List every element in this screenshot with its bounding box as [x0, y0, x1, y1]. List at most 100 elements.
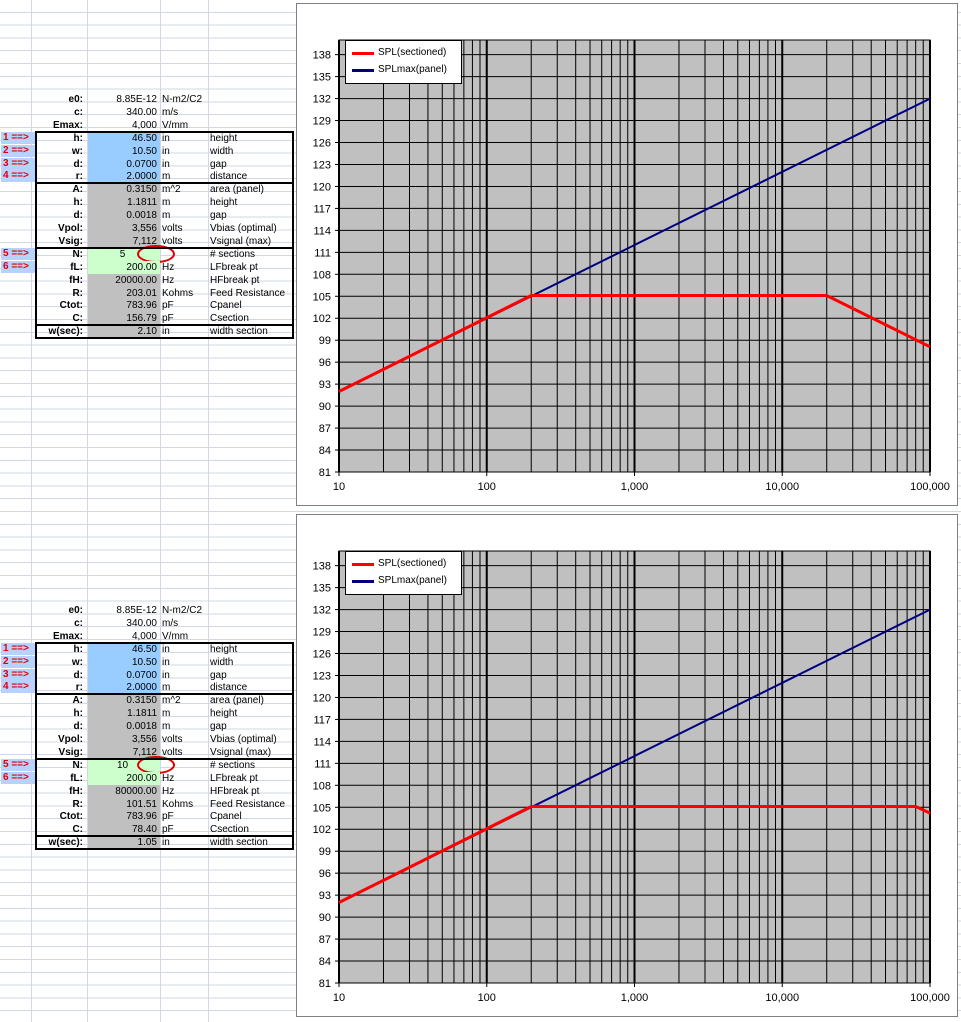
legend-swatch — [352, 580, 374, 583]
param-label: r: — [75, 682, 83, 694]
param-unit: m — [162, 171, 171, 183]
input-step-marker: 5 ==> — [1, 247, 35, 260]
param-input-cell[interactable]: 10 — [88, 758, 160, 772]
param-input-cell[interactable]: 0.0700 — [88, 157, 160, 171]
y-tick-label: 123 — [313, 670, 331, 682]
param-unit: N-m2/C2 — [162, 94, 203, 105]
y-tick-label: 117 — [313, 714, 331, 726]
param-input-cell[interactable]: 2.0000 — [88, 170, 160, 184]
input-step-marker: 1 ==> — [1, 642, 35, 655]
param-unit: m — [162, 721, 171, 733]
param-label: d: — [73, 669, 83, 681]
param-unit: m^2 — [162, 695, 181, 707]
param-value-cell: 0.3150 — [88, 694, 160, 708]
param-value-cell: 80000.00 — [88, 784, 160, 798]
param-label: c: — [74, 106, 83, 118]
param-label: e0: — [68, 94, 83, 105]
param-input-cell[interactable]: 5 — [88, 247, 160, 261]
x-tick-label: 1,000 — [621, 481, 649, 493]
param-unit: Kohms — [162, 287, 194, 299]
param-row: 5 ==> N: 5 # sections — [0, 247, 300, 261]
y-tick-label: 93 — [319, 379, 331, 391]
param-row: c: 340.00 m/s — [0, 106, 300, 119]
param-unit: in — [162, 145, 170, 157]
param-input-cell[interactable]: 200.00 — [88, 260, 160, 274]
param-input-cell[interactable]: 0.0700 — [88, 668, 160, 682]
param-label: w(sec): — [48, 837, 83, 849]
param-label: Emax: — [52, 119, 83, 131]
chart-svg: 81 84 87 90 93 96 99 102 105 108 111 114 117 120 123 12… — [313, 39, 950, 493]
param-unit: Hz — [162, 772, 175, 784]
param-input-cell[interactable]: 10.50 — [88, 655, 160, 669]
legend-label: SPL(sectioned) — [378, 558, 447, 569]
legend-entry: SPLmax(panel) — [352, 573, 460, 589]
param-description: LFbreak pt — [210, 261, 258, 273]
y-tick-label: 87 — [319, 934, 331, 946]
param-row: A: 0.3150 m^2 area (panel) — [0, 183, 300, 197]
param-description: Vsignal (max) — [210, 746, 272, 758]
param-label: Ctot: — [59, 811, 83, 823]
param-value-cell: 7,112 — [88, 234, 160, 248]
param-label: d: — [73, 721, 83, 733]
param-unit: N-m2/C2 — [162, 605, 203, 616]
param-row: 2 ==> w: 10.50 in width — [0, 144, 300, 158]
param-row: Vpol: 3,556 volts Vbias (optimal) — [0, 222, 300, 235]
param-value-cell: 1.1811 — [88, 707, 160, 721]
param-description: width section — [210, 326, 268, 338]
input-step-marker: 1 ==> — [1, 131, 35, 144]
param-input-cell[interactable]: 200.00 — [88, 771, 160, 785]
y-tick-label: 120 — [313, 692, 331, 704]
param-label: N: — [72, 759, 83, 771]
param-row: 6 ==> fL: 200.00 Hz LFbreak pt — [0, 771, 300, 785]
param-description: Feed Resistance — [210, 287, 286, 299]
param-value-cell: 4,000 — [131, 119, 157, 131]
param-row: 4 ==> r: 2.0000 m distance — [0, 681, 300, 695]
param-unit: in — [162, 132, 170, 144]
param-unit: m — [162, 708, 171, 720]
param-label: Emax: — [52, 630, 83, 642]
param-value-cell: 78.40 — [88, 823, 160, 837]
param-input-cell[interactable]: 10.50 — [88, 144, 160, 158]
param-input-cell[interactable]: 2.0000 — [88, 681, 160, 695]
y-tick-label: 129 — [313, 627, 331, 639]
input-step-marker: 4 ==> — [1, 681, 35, 694]
input-step-marker: 6 ==> — [1, 260, 35, 273]
y-tick-label: 90 — [319, 401, 331, 413]
param-value-cell: 7,112 — [88, 745, 160, 759]
param-input-cell[interactable]: 46.50 — [88, 642, 160, 656]
param-unit: in — [162, 326, 170, 338]
input-step-marker: 2 ==> — [1, 144, 35, 157]
param-label: C: — [72, 313, 83, 325]
param-row: fH: 20000.00 Hz HFbreak pt — [0, 273, 300, 287]
chart-legend: SPL(sectioned) SPLmax(panel) — [345, 551, 462, 595]
param-label: h: — [73, 708, 83, 720]
x-tick-label: 100 — [478, 992, 496, 1004]
input-step-marker: 6 ==> — [1, 771, 35, 784]
param-label: fH: — [69, 274, 83, 286]
param-value-cell: 0.3150 — [88, 183, 160, 197]
param-label: Ctot: — [59, 300, 83, 312]
param-description: Feed Resistance — [210, 798, 286, 810]
param-input-cell[interactable]: 46.50 — [88, 131, 160, 145]
y-tick-label: 123 — [313, 159, 331, 171]
input-step-marker: 5 ==> — [1, 758, 35, 771]
y-tick-label: 87 — [319, 423, 331, 435]
param-label: Vpol: — [58, 223, 83, 234]
param-row: fH: 80000.00 Hz HFbreak pt — [0, 784, 300, 798]
param-row: 1 ==> h: 46.50 in height — [0, 131, 300, 145]
param-unit: m^2 — [162, 184, 181, 196]
param-unit: V/mm — [162, 630, 189, 642]
param-description: distance — [210, 171, 248, 183]
legend-entry: SPL(sectioned) — [352, 556, 460, 572]
param-value-cell: 4,000 — [131, 630, 157, 642]
param-label: r: — [75, 171, 83, 183]
x-tick-label: 10 — [333, 481, 345, 493]
param-value-cell: 203.01 — [88, 286, 160, 300]
column-divider — [208, 0, 209, 1022]
param-value-cell: 8.85E-12 — [116, 94, 157, 105]
param-unit: volts — [162, 235, 183, 247]
y-tick-label: 132 — [313, 94, 331, 106]
param-row: A: 0.3150 m^2 area (panel) — [0, 694, 300, 708]
x-tick-label: 10 — [333, 992, 345, 1004]
param-label: Vsig: — [58, 235, 83, 247]
